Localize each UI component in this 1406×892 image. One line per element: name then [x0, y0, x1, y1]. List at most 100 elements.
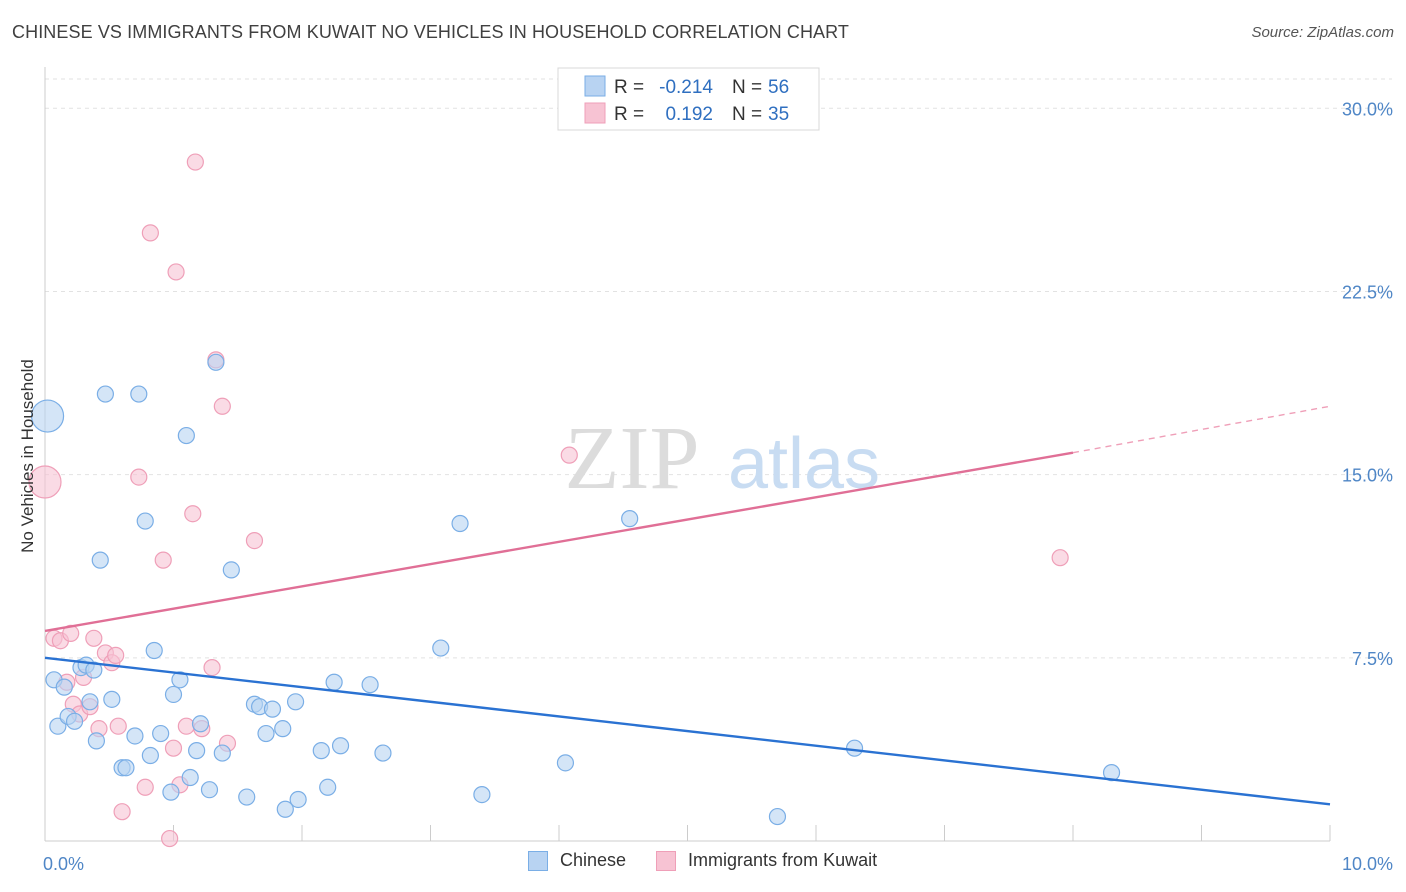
kuwait-trend-extension	[1072, 405, 1331, 454]
chinese-point	[361, 676, 379, 694]
gridlines	[45, 78, 1392, 659]
chinese-point	[451, 514, 469, 533]
chinese-point	[81, 693, 99, 711]
legend-n-value: 56	[768, 77, 789, 98]
chinese-point	[274, 720, 292, 738]
legend-swatch-chinese	[584, 75, 606, 97]
chinese-point	[171, 671, 189, 689]
chinese-point	[222, 561, 240, 579]
chinese-point	[87, 732, 106, 750]
legend-label-chinese: Chinese	[560, 850, 627, 870]
chinese-point	[164, 685, 183, 704]
chinese-point	[96, 385, 114, 403]
legend-bottom: Chinese Immigrants from Kuwait	[528, 850, 907, 871]
chinese-point	[289, 790, 307, 809]
chinese-point	[103, 690, 121, 708]
watermark-zip: ZIP	[565, 409, 700, 508]
chinese-point	[85, 661, 103, 679]
chinese-point	[473, 785, 491, 804]
chinese-point	[162, 783, 180, 801]
chinese-point	[768, 807, 787, 826]
chinese-point	[117, 759, 135, 777]
kuwait-point	[136, 778, 154, 796]
kuwait-point	[164, 739, 183, 757]
chinese-point	[325, 673, 343, 691]
chart-title: CHINESE VS IMMIGRANTS FROM KUWAIT NO VEH…	[12, 22, 850, 42]
chinese-point	[200, 781, 219, 799]
watermark-atlas: atlas	[728, 424, 880, 504]
chinese-point	[621, 510, 639, 528]
chinese-point	[263, 700, 282, 718]
kuwait-point	[213, 397, 231, 415]
legend-n-label: N =	[732, 104, 762, 125]
chinese-point	[136, 512, 154, 530]
chinese-point	[141, 746, 159, 765]
kuwait-point	[186, 153, 204, 171]
kuwait-point	[560, 446, 578, 464]
chinese-point	[286, 693, 305, 711]
trend-lines	[44, 405, 1331, 806]
kuwait-trend-line	[44, 451, 1074, 633]
legend-n-label: N =	[732, 77, 762, 98]
kuwait-point	[107, 646, 125, 664]
chinese-trend-line	[44, 656, 1331, 806]
kuwait-point	[141, 224, 159, 242]
y-tick-label: 15.0%	[1342, 466, 1393, 486]
chinese-point	[152, 724, 170, 743]
y-tick-label: 7.5%	[1352, 649, 1393, 669]
legend-n-value: 35	[768, 104, 789, 125]
legend-r-value: -0.214	[659, 77, 713, 98]
chinese-point	[65, 712, 84, 730]
kuwait-point	[130, 468, 148, 486]
kuwait-point	[85, 629, 103, 647]
kuwait-point	[161, 829, 179, 848]
kuwait-point	[109, 717, 127, 735]
x-tick-label: 10.0%	[1342, 854, 1393, 874]
y-tick-label: 30.0%	[1342, 99, 1393, 119]
chinese-point	[191, 715, 210, 733]
chinese-point	[312, 742, 330, 760]
chinese-point	[319, 778, 337, 796]
kuwait-point	[245, 531, 264, 550]
chinese-point	[55, 678, 73, 696]
kuwait-point	[154, 551, 172, 569]
legend-r-label: R =	[614, 104, 644, 125]
legend-r-label: R =	[614, 77, 644, 98]
chinese-point	[213, 744, 231, 762]
chinese-point	[188, 742, 206, 760]
chinese-point	[331, 737, 350, 755]
kuwait-point	[177, 717, 195, 735]
legend-swatch-chinese	[528, 850, 548, 871]
chinese-point	[257, 724, 275, 743]
chinese-point	[238, 788, 256, 806]
chinese-point	[91, 551, 109, 569]
y-axis-label: No Vehicles in Household	[18, 359, 37, 553]
x-tick-label: 0.0%	[43, 854, 84, 874]
chinese-point	[276, 800, 294, 818]
kuwait-point	[28, 465, 62, 499]
chinese-point	[145, 641, 163, 660]
source-label: Source: ZipAtlas.com	[1251, 24, 1394, 41]
data-points	[28, 153, 1121, 848]
legend-swatch-kuwait	[656, 850, 677, 871]
kuwait-point	[1051, 549, 1069, 567]
legend-r-value: 0.192	[665, 104, 713, 125]
chinese-point	[556, 754, 575, 772]
chinese-point	[845, 739, 864, 757]
kuwait-point	[203, 658, 221, 677]
y-tick-label: 22.5%	[1342, 282, 1393, 302]
kuwait-point	[167, 263, 185, 281]
chinese-point	[181, 768, 199, 787]
legend-swatch-kuwait	[584, 102, 606, 124]
legend-label-kuwait: Immigrants from Kuwait	[688, 850, 878, 870]
chinese-point	[177, 426, 195, 445]
chinese-point	[130, 385, 148, 403]
chinese-point	[207, 353, 225, 371]
legend-top: R = -0.214 N = 56 R = 0.192 N = 35	[557, 67, 820, 131]
legend-item-chinese: Chinese	[528, 850, 626, 871]
legend-item-kuwait: Immigrants from Kuwait	[656, 850, 877, 871]
chinese-point	[126, 727, 144, 745]
kuwait-point	[184, 505, 202, 523]
chinese-point	[374, 744, 392, 762]
